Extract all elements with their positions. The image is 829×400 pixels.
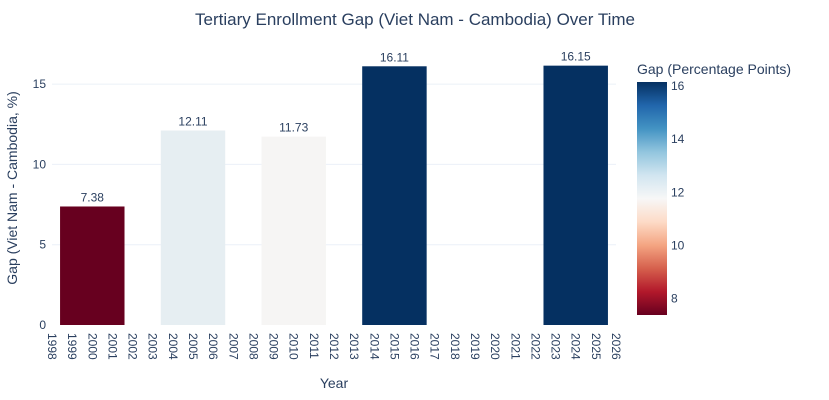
bar-value-label: 16.15 — [561, 50, 591, 64]
x-tick-label: 1998 — [45, 333, 59, 360]
x-tick-label: 2025 — [589, 333, 603, 360]
colorbar: Gap (Percentage Points) 8 10 12 14 16 — [637, 61, 791, 315]
x-tick-label: 2002 — [126, 333, 140, 360]
x-tick-label: 2001 — [105, 333, 119, 360]
x-tick-label: 2012 — [327, 333, 341, 360]
bar-value-label: 16.11 — [380, 50, 409, 64]
bar — [60, 206, 125, 325]
colorbar-tick-label: 14 — [671, 132, 685, 146]
gridlines — [52, 83, 616, 246]
y-tick-label: 10 — [33, 157, 47, 171]
x-tick-label: 2023 — [549, 333, 563, 360]
colorbar-tick-label: 8 — [671, 292, 678, 306]
x-tick-label: 2006 — [206, 333, 220, 360]
x-axis-ticks: 1998 1999 2000 2001 2002 2003 2004 2005 2006 2007… — [45, 333, 623, 360]
y-axis-ticks: 0 5 10 15 — [33, 77, 47, 332]
x-tick-label: 2017 — [428, 333, 442, 360]
colorbar-title: Gap (Percentage Points) — [637, 61, 791, 77]
x-tick-label: 2010 — [287, 333, 301, 360]
x-tick-label: 2024 — [569, 333, 583, 360]
x-tick-label: 2022 — [528, 333, 542, 360]
colorbar-tick-label: 10 — [671, 238, 685, 252]
bar-value-label: 12.11 — [178, 115, 207, 129]
x-tick-label: 2003 — [146, 333, 160, 360]
x-tick-label: 2020 — [488, 333, 502, 360]
colorbar-ticks: 8 10 12 14 16 — [671, 79, 685, 306]
chart-title: Tertiary Enrollment Gap (Viet Nam - Camb… — [195, 10, 635, 29]
bar — [543, 65, 608, 326]
x-tick-label: 2026 — [609, 333, 623, 360]
x-tick-label: 2009 — [267, 333, 281, 360]
x-tick-label: 2015 — [387, 333, 401, 360]
x-tick-label: 1999 — [65, 333, 79, 360]
x-tick-label: 2019 — [468, 333, 482, 360]
x-tick-label: 2007 — [226, 333, 240, 360]
colorbar-tick-label: 16 — [671, 79, 685, 93]
x-tick-label: 2011 — [307, 333, 321, 359]
x-tick-label: 2013 — [347, 333, 361, 360]
x-tick-label: 2021 — [508, 333, 522, 360]
bar-value-label: 7.38 — [81, 190, 105, 204]
x-tick-label: 2018 — [448, 333, 462, 360]
x-tick-label: 2016 — [408, 333, 422, 360]
y-tick-label: 15 — [33, 77, 47, 91]
x-tick-label: 2008 — [246, 333, 260, 360]
x-axis-title: Year — [320, 375, 349, 391]
bar-labels: 7.38 12.11 11.73 16.11 16.15 — [81, 50, 591, 205]
bar — [261, 136, 326, 325]
bar — [160, 130, 226, 325]
bars — [60, 65, 608, 326]
bar-value-label: 11.73 — [279, 121, 308, 135]
colorbar-gradient — [637, 82, 667, 315]
y-axis-title: Gap (Viet Nam - Cambodia, %) — [4, 91, 20, 284]
x-tick-label: 2004 — [166, 333, 180, 360]
x-tick-label: 2000 — [85, 333, 99, 360]
y-tick-label: 5 — [39, 238, 46, 252]
bar — [362, 66, 427, 325]
colorbar-tick-label: 12 — [671, 185, 685, 199]
x-tick-label: 2014 — [367, 333, 381, 360]
y-tick-label: 0 — [39, 318, 46, 332]
x-tick-label: 2005 — [186, 333, 200, 360]
